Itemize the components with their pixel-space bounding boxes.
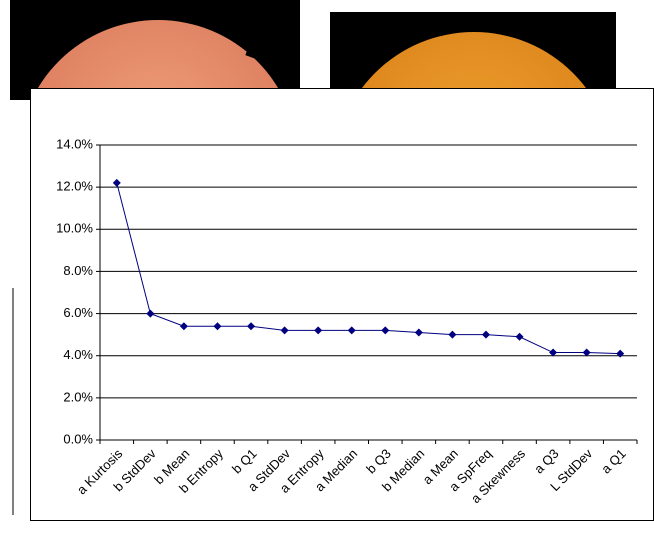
- y-tick-label: 10.0%: [56, 221, 93, 236]
- y-tick-label: 2.0%: [63, 389, 93, 404]
- y-tick-label: 4.0%: [63, 347, 93, 362]
- page: 0.0%2.0%4.0%6.0%8.0%10.0%12.0%14.0%a Kur…: [0, 0, 654, 548]
- y-tick-label: 8.0%: [63, 263, 93, 278]
- y-tick-label: 6.0%: [63, 305, 93, 320]
- y-tick-label: 12.0%: [56, 179, 93, 194]
- y-tick-label: 14.0%: [56, 136, 93, 151]
- y-tick-label: 0.0%: [63, 431, 93, 446]
